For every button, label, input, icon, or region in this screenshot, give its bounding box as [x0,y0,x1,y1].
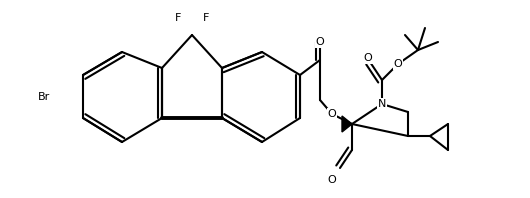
Text: O: O [328,109,337,119]
Text: O: O [364,53,373,63]
Text: Br: Br [38,92,50,102]
Text: F: F [203,13,209,23]
Text: O: O [316,37,324,47]
Text: O: O [394,59,402,69]
Text: O: O [328,175,337,185]
Polygon shape [342,116,352,132]
Text: F: F [175,13,181,23]
Text: N: N [378,99,386,109]
